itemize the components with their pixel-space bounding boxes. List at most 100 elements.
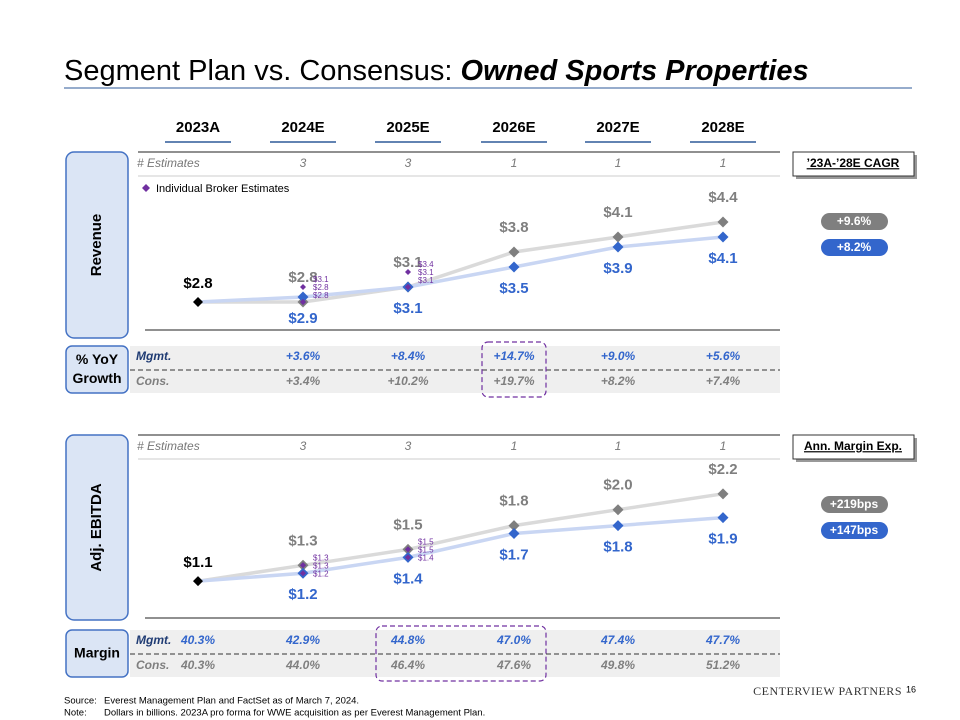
series-point	[612, 520, 624, 532]
actual-label: $1.1	[183, 554, 212, 571]
section-box	[65, 434, 129, 621]
estimate-count: 1	[511, 156, 518, 170]
row-value: 51.2%	[706, 658, 740, 672]
broker-label: $1.2	[313, 569, 329, 578]
series-point	[612, 231, 624, 243]
row-value: 47.4%	[600, 633, 635, 647]
estimate-count: 3	[405, 439, 412, 453]
broker-label: $1.4	[418, 554, 434, 563]
row-value: 40.3%	[180, 633, 215, 647]
row-label: Mgmt.	[136, 633, 171, 647]
series-point	[297, 291, 309, 303]
value-label: $3.9	[603, 260, 632, 277]
row-value: +14.7%	[493, 349, 534, 363]
summary-title: Ann. Margin Exp.	[804, 439, 902, 453]
broker-label: $3.1	[418, 276, 434, 285]
series-point	[508, 520, 520, 532]
row-value: +19.7%	[493, 374, 534, 388]
row-value: 40.3%	[180, 658, 215, 672]
broker-label: $1.3	[313, 553, 329, 562]
broker-label: $3.1	[418, 268, 434, 277]
source-label: Source:	[64, 696, 97, 707]
broker-label: $2.8	[313, 291, 329, 300]
summary-value: +9.6%	[837, 214, 872, 228]
legend-marker	[142, 184, 150, 192]
estimate-count: 1	[720, 439, 727, 453]
row-label: Mgmt.	[136, 349, 171, 363]
row-value: 42.9%	[285, 633, 320, 647]
value-label: $1.8	[603, 539, 632, 556]
highlight-box	[375, 625, 547, 682]
slide-title: Segment Plan vs. Consensus: Owned Sports…	[64, 55, 809, 87]
broker-label: $3.4	[418, 260, 434, 269]
estimate-count: 1	[615, 156, 622, 170]
broker-label: $3.1	[313, 275, 329, 284]
source-text: Everest Management Plan and FactSet as o…	[104, 696, 359, 707]
summary-box	[792, 434, 915, 460]
series-point	[717, 488, 729, 500]
summary-value: +8.2%	[837, 240, 872, 254]
value-label: $1.3	[288, 532, 317, 549]
row-value: +3.4%	[286, 374, 321, 388]
column-header: 2024E	[281, 119, 324, 136]
broker-point	[300, 570, 306, 577]
column-header: 2026E	[492, 119, 535, 136]
broker-point	[405, 284, 411, 290]
note-text: Dollars in billions. 2023A pro forma for…	[104, 708, 485, 719]
series-point	[717, 512, 729, 524]
broker-point	[405, 269, 411, 275]
page-number: 16	[906, 684, 916, 694]
broker-point	[405, 554, 411, 561]
title-emphasis: Owned Sports Properties	[461, 55, 809, 87]
value-label: $3.8	[499, 219, 528, 236]
section-box	[65, 151, 129, 339]
estimate-count: 1	[615, 439, 622, 453]
series-line	[197, 515, 724, 583]
value-label: $1.7	[499, 546, 528, 563]
row-label: Cons.	[136, 374, 169, 388]
actual-point	[193, 297, 203, 307]
estimates-label: # Estimates	[137, 156, 200, 170]
value-label: $3.5	[499, 280, 528, 297]
value-label: $3.1	[393, 254, 422, 271]
series-point	[508, 528, 520, 540]
value-label: $2.2	[708, 461, 737, 478]
value-label: $1.2	[288, 586, 317, 603]
row-value: +8.4%	[391, 349, 426, 363]
summary-pill	[821, 496, 888, 513]
row-value: +9.0%	[601, 349, 636, 363]
broker-point	[405, 546, 411, 553]
row-value: 44.0%	[285, 658, 320, 672]
broker-label: $1.5	[418, 538, 434, 547]
summary-pill	[821, 522, 888, 539]
value-label: $2.0	[603, 477, 632, 494]
table-box	[65, 345, 129, 394]
row-value: 47.7%	[705, 633, 740, 647]
estimate-count: 3	[300, 439, 307, 453]
estimate-count: 1	[720, 156, 727, 170]
summary-value: +219bps	[830, 497, 879, 511]
column-header: 2028E	[701, 119, 744, 136]
value-label: $1.4	[393, 570, 423, 587]
section-label: Revenue	[88, 214, 105, 277]
actual-label: $2.8	[183, 275, 212, 292]
row-value: 47.6%	[496, 658, 531, 672]
table-box-label: Margin	[74, 645, 120, 661]
series-point	[508, 261, 520, 273]
actual-point	[193, 576, 203, 587]
estimate-count: 3	[405, 156, 412, 170]
row-label: Cons.	[136, 658, 169, 672]
row-value: 46.4%	[390, 658, 425, 672]
broker-point	[300, 299, 306, 305]
value-label: $2.8	[288, 269, 317, 286]
table-box-label: Growth	[73, 370, 122, 386]
value-label: $2.9	[288, 310, 317, 327]
estimates-label: # Estimates	[137, 439, 200, 453]
value-label: $1.8	[499, 493, 528, 510]
estimate-count: 3	[300, 156, 307, 170]
value-label: $4.1	[603, 204, 632, 221]
series-point	[717, 216, 729, 228]
series-line	[197, 235, 724, 304]
row-value: 44.8%	[390, 633, 425, 647]
row-value: +3.6%	[286, 349, 321, 363]
